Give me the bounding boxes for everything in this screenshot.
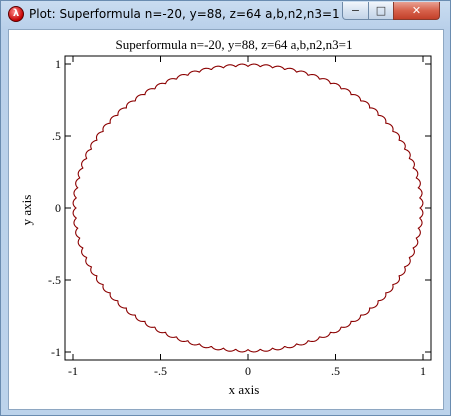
superformula-curve [72,63,424,353]
maximize-icon: □ [375,4,387,17]
x-tick-label: 1 [420,364,426,378]
title-bar[interactable]: λ Plot: Superformula n=-20, y=88, z=64 a… [1,1,450,29]
y-tick-label: -.5 [48,273,61,287]
minimize-icon: − [350,4,361,17]
x-tick-label: .5 [331,364,340,378]
app-icon: λ [8,6,24,22]
maximize-button[interactable]: □ [368,2,394,20]
minimize-button[interactable]: − [342,2,369,20]
chart-title: Superformula n=-20, y=88, z=64 a,b,n2,n3… [116,37,353,52]
y-axis-label: y axis [19,195,34,226]
x-tick-label: -.5 [154,364,167,378]
plot-area: Superformula n=-20, y=88, z=64 a,b,n2,n3… [8,29,444,410]
plot-frame [64,55,432,361]
close-icon: ✕ [411,4,422,17]
x-axis-label: x axis [229,382,260,397]
x-tick-label: -1 [68,364,78,378]
x-tick-label: 0 [245,364,251,378]
plot-svg: Superformula n=-20, y=88, z=64 a,b,n2,n3… [19,37,432,397]
window-title: Plot: Superformula n=-20, y=88, z=64 a,b… [29,7,340,21]
close-button[interactable]: ✕ [393,2,440,20]
y-tick-label: -1 [51,345,61,359]
y-tick-label: .5 [52,129,61,143]
y-tick-label: 1 [55,57,61,71]
y-tick-label: 0 [55,201,61,215]
